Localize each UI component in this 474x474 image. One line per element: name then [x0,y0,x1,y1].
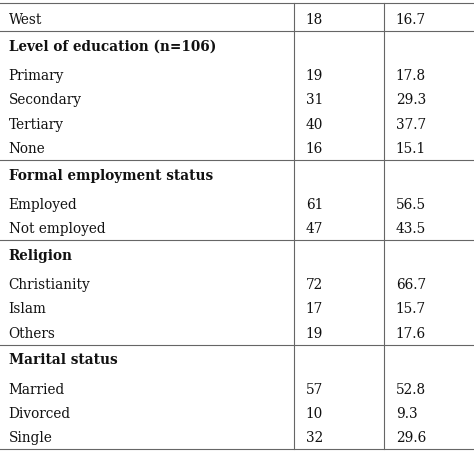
Text: Married: Married [9,383,65,397]
Text: 19: 19 [306,69,323,83]
Text: 66.7: 66.7 [396,278,426,292]
Text: 16.7: 16.7 [396,13,426,27]
Text: 29.3: 29.3 [396,93,426,108]
Text: Tertiary: Tertiary [9,118,64,132]
Text: 40: 40 [306,118,323,132]
Text: 15.1: 15.1 [396,142,426,156]
Text: 61: 61 [306,198,323,212]
Text: Level of education (n=106): Level of education (n=106) [9,40,216,54]
Text: Others: Others [9,327,55,341]
Text: Islam: Islam [9,302,46,317]
Text: 32: 32 [306,431,323,446]
Text: Employed: Employed [9,198,77,212]
Text: Not employed: Not employed [9,222,105,237]
Text: Formal employment status: Formal employment status [9,168,213,182]
Text: None: None [9,142,46,156]
Text: 43.5: 43.5 [396,222,426,237]
Text: 47: 47 [306,222,323,237]
Text: Marital status: Marital status [9,353,117,367]
Text: 37.7: 37.7 [396,118,426,132]
Text: 57: 57 [306,383,323,397]
Text: 15.7: 15.7 [396,302,426,317]
Text: West: West [9,13,42,27]
Text: 16: 16 [306,142,323,156]
Text: Religion: Religion [9,248,73,263]
Text: 17.6: 17.6 [396,327,426,341]
Text: Secondary: Secondary [9,93,82,108]
Text: 10: 10 [306,407,323,421]
Text: 72: 72 [306,278,323,292]
Text: Divorced: Divorced [9,407,71,421]
Text: 18: 18 [306,13,323,27]
Text: Primary: Primary [9,69,64,83]
Text: 31: 31 [306,93,323,108]
Text: Single: Single [9,431,53,446]
Text: 56.5: 56.5 [396,198,426,212]
Text: 17.8: 17.8 [396,69,426,83]
Text: 52.8: 52.8 [396,383,426,397]
Text: 29.6: 29.6 [396,431,426,446]
Text: Christianity: Christianity [9,278,90,292]
Text: 9.3: 9.3 [396,407,418,421]
Text: 17: 17 [306,302,323,317]
Text: 19: 19 [306,327,323,341]
